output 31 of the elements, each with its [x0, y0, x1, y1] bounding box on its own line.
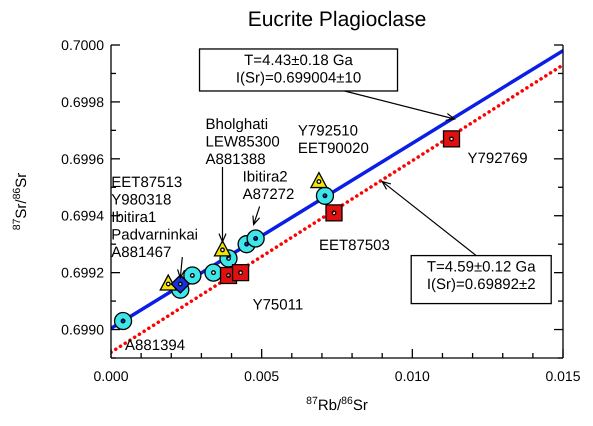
annotation: EET87513 Y980318 Ibitira1 Padvarninkai A881467 — [111, 174, 198, 262]
point — [325, 204, 343, 222]
y-tick-label: 0.6992 — [61, 264, 104, 281]
text-box: T=4.59±0.12 Ga I(Sr)=0.69892±2 — [410, 254, 552, 304]
x-tick-label: 0.015 — [545, 368, 581, 384]
point — [214, 240, 232, 257]
chart-title: Eucrite Plagioclase — [248, 8, 426, 31]
point — [232, 264, 250, 282]
annotation: T=4.43±0.18 Ga I(Sr)=0.699004±10 — [236, 52, 362, 86]
annotation: A881394 — [125, 337, 186, 354]
y-tick-label: 0.6996 — [61, 150, 104, 167]
annotation: Y792769 — [468, 150, 528, 167]
point — [170, 274, 190, 294]
annotation: EET87503 — [318, 236, 390, 254]
x-tick-label: 0.000 — [93, 368, 129, 384]
y-tick-label: 0.6990 — [61, 322, 104, 338]
annotation: Y75011 — [252, 296, 304, 314]
annotation: Y792510 EET90020 — [298, 122, 369, 158]
point — [442, 130, 460, 148]
x-tick-label: 0.005 — [244, 368, 280, 384]
annotation: Bholghati LEW85300 A881388 — [205, 116, 280, 168]
y-tick-label: 0.6998 — [61, 94, 104, 110]
point — [246, 229, 265, 248]
point — [114, 312, 132, 330]
y-tick-label: 0.6994 — [61, 208, 104, 224]
annotation: T=4.59±0.12 Ga I(Sr)=0.69892±2 — [426, 258, 536, 294]
text-box: T=4.43±0.18 Ga I(Sr)=0.699004±10 — [198, 48, 398, 92]
y-tick-label: 0.7000 — [61, 37, 104, 53]
annotation: Ibitira2 A87272 — [242, 168, 294, 203]
x-tick-label: 0.010 — [394, 368, 430, 384]
x-axis-title: $^{87}$Rb/$^{86}$Sr — [306, 395, 368, 414]
